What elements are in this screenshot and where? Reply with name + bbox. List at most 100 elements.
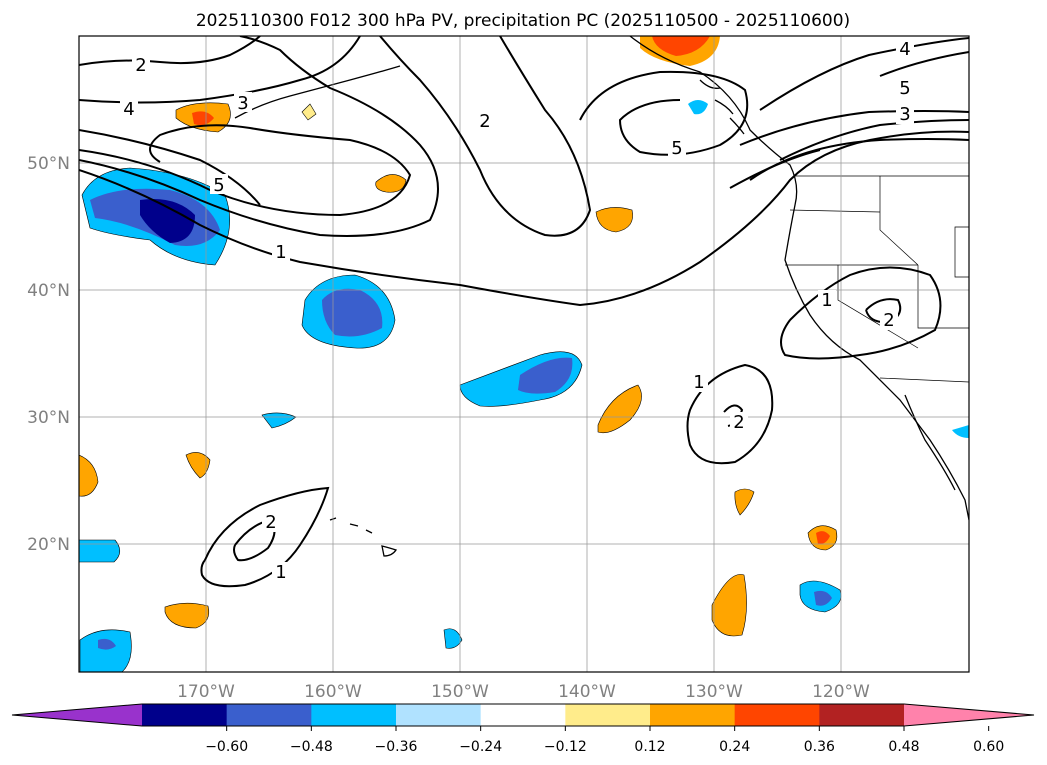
political-borders	[785, 175, 969, 383]
pv-contour-east-5	[779, 119, 969, 161]
border-wa-or	[789, 209, 881, 213]
colorbar: −0.60 −0.48 −0.36 −0.24 −0.12 0.12 0.24 0.36 0.4…	[11, 703, 1035, 755]
pv-contour-2-mid	[379, 36, 592, 237]
precip-blob-blue-125w	[688, 100, 708, 115]
precip-blob-red-122w	[816, 531, 830, 545]
precip-blob-red-alaska	[652, 36, 710, 56]
contour-label-bg	[120, 98, 138, 118]
precip-blob-orange-155w	[375, 174, 407, 193]
contour-label: 1	[275, 562, 286, 583]
coast-baja	[904, 394, 956, 491]
pv-contour-east-3	[739, 110, 969, 146]
pv-contour-2-california	[865, 298, 902, 324]
colorbar-tick-label: −0.60	[205, 739, 248, 755]
precip-blob-orange-coast	[301, 103, 317, 121]
contour-label: 2	[733, 412, 744, 433]
colorbar-extend-high	[904, 704, 1034, 726]
contour-label: 4	[899, 39, 910, 60]
precip-blob-core-west	[140, 199, 195, 243]
lat-label: 40°N	[27, 281, 70, 301]
colorbar-tick-label: −0.48	[290, 739, 333, 755]
precip-blob-blue-150w	[443, 628, 463, 649]
contour-label-bg	[476, 110, 494, 130]
precip-blob-orange-128w-small	[734, 488, 755, 516]
map-frame	[78, 35, 970, 673]
pv-contour-east-loop	[879, 51, 969, 77]
pv-contour-loop-alaska	[579, 70, 749, 156]
latitude-labels: 50°N 40°N 30°N 20°N	[27, 154, 70, 555]
pv-contour-east-inner	[729, 149, 821, 189]
border-nv-ca	[837, 265, 919, 349]
contour-label: 1	[693, 372, 704, 393]
colorbar-tick-label: −0.24	[459, 739, 502, 755]
pv-contour-1-165w	[200, 486, 330, 588]
longitude-labels: 170°W 160°W 150°W 140°W 130°W 120°W	[177, 682, 870, 702]
lat-label: 50°N	[27, 154, 70, 174]
contour-label: 2	[883, 310, 894, 331]
pv-contour-2-top	[79, 36, 261, 66]
precip-blob-mid-160w	[322, 288, 383, 337]
contour-label-bg	[896, 38, 914, 58]
colorbar-tick-label: 0.48	[888, 739, 919, 755]
border-mexico	[879, 377, 969, 383]
contour-label-bg	[210, 174, 228, 194]
precip-blob-orange-140w	[595, 207, 633, 233]
colorbar-segment	[142, 704, 228, 726]
contour-label-bg	[896, 78, 914, 98]
colorbar-tick-label: −0.36	[375, 739, 418, 755]
colorbar-segment	[311, 704, 397, 726]
pv-contour-1-california	[780, 266, 942, 360]
colorbar-segment	[226, 704, 312, 726]
lon-label: 160°W	[304, 682, 362, 702]
colorbar-extend-low	[12, 704, 142, 726]
colorbar-tick-label: 0.60	[973, 739, 1004, 755]
pv-contour-1-main	[79, 130, 969, 307]
pv-contour-1-130w	[686, 363, 774, 465]
lon-label: 130°W	[685, 682, 743, 702]
colorbar-segment	[650, 704, 736, 726]
colorbar-outline	[11, 703, 1035, 727]
colorbar-segment	[565, 704, 651, 726]
contour-label-bg	[234, 92, 252, 112]
colorbar-tick-label: −0.12	[544, 739, 587, 755]
precip-blob-red-north-a	[192, 111, 214, 126]
precip-blob-blue-20n	[79, 539, 121, 563]
precip-blob-blue-coast	[952, 425, 969, 438]
precipitation-shading	[79, 36, 969, 672]
precip-blob-orange-25n	[79, 454, 99, 497]
colorbar-segment	[734, 704, 820, 726]
contour-label: 2	[135, 55, 146, 76]
contour-label: 3	[899, 104, 910, 125]
gridlines	[79, 36, 969, 672]
map-panel: 2 4 3 5 4 5 3 2 5 1 1 2 1 2 2 1	[78, 35, 970, 673]
precip-blob-orange-137w	[597, 384, 642, 434]
colorbar-segment	[396, 704, 482, 726]
contour-label: 1	[821, 290, 832, 311]
pv-contour-2-main	[79, 36, 439, 237]
contour-label-bg	[896, 104, 914, 124]
coast-bc-inlets	[699, 79, 745, 135]
lon-label: 150°W	[431, 682, 489, 702]
contour-label-bg	[272, 242, 290, 262]
precip-blob-orange-128w	[711, 574, 747, 637]
colorbar-segment	[819, 704, 905, 726]
colorbar-tick-label: 0.12	[634, 739, 665, 755]
precip-blob-mid-145w	[518, 357, 573, 394]
border-sea-shape	[954, 226, 969, 278]
precip-blob-blue-sw	[79, 629, 132, 672]
colorbar-segment	[480, 704, 566, 726]
border-nv-az	[917, 265, 969, 329]
colorbar-tick-label: 0.36	[804, 739, 835, 755]
contour-label: 2	[265, 512, 276, 533]
contour-label-bg	[818, 290, 836, 310]
border-id	[879, 176, 919, 266]
contour-label: 3	[237, 93, 248, 114]
precip-blob-mid-122w	[814, 590, 832, 606]
colorbar-tick-label: 0.24	[719, 739, 750, 755]
contour-label: 5	[899, 78, 910, 99]
contour-label-bg	[730, 412, 748, 432]
lon-label: 170°W	[177, 682, 235, 702]
contour-labels: 2 4 3 5 4 5 3 2 5 1 1 2 1 2 2 1	[120, 38, 914, 583]
pv-contour-5-west	[79, 129, 261, 206]
